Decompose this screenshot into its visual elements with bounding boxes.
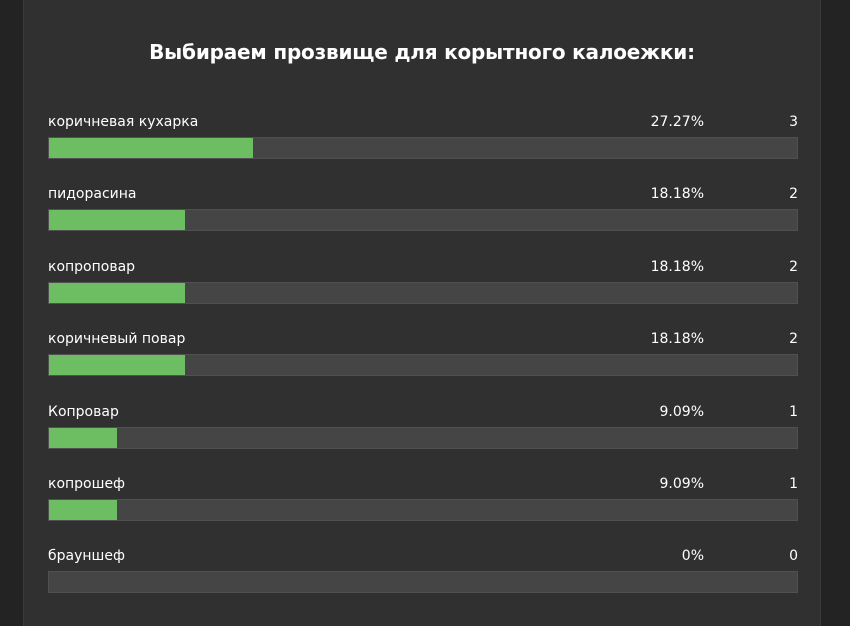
poll-option[interactable]: копроповар 18.18% 2 xyxy=(48,257,798,307)
poll-option[interactable]: коричневый повар 18.18% 2 xyxy=(48,329,798,379)
option-bar-fill xyxy=(49,138,253,158)
option-votes: 2 xyxy=(789,259,798,275)
option-label: копрошеф xyxy=(48,476,126,492)
option-votes: 1 xyxy=(789,404,798,420)
option-bar-track xyxy=(48,499,798,521)
option-percent: 18.18% xyxy=(650,186,704,202)
option-percent: 0% xyxy=(681,548,704,564)
option-label: брауншеф xyxy=(48,548,125,564)
option-percent: 27.27% xyxy=(650,114,704,130)
poll-title: Выбираем прозвище для корытного калоежки… xyxy=(149,40,695,64)
poll-panel: Выбираем прозвище для корытного калоежки… xyxy=(23,0,821,626)
option-votes: 0 xyxy=(789,548,798,564)
option-percent: 18.18% xyxy=(650,259,704,275)
poll-option[interactable]: коричневая кухарка 27.27% 3 xyxy=(48,112,798,162)
option-bar-fill xyxy=(49,355,185,375)
option-votes: 3 xyxy=(789,114,798,130)
poll-option[interactable]: брауншеф 0% 0 xyxy=(48,546,798,596)
option-label: Копровар xyxy=(48,404,119,420)
option-votes: 1 xyxy=(789,476,798,492)
option-bar-track xyxy=(48,137,798,159)
option-bar-fill xyxy=(49,283,185,303)
option-label: коричневый повар xyxy=(48,331,186,347)
option-percent: 9.09% xyxy=(659,476,704,492)
option-bar-fill xyxy=(49,500,117,520)
poll-option[interactable]: пидорасина 18.18% 2 xyxy=(48,184,798,234)
option-bar-fill xyxy=(49,210,185,230)
option-bar-track xyxy=(48,571,798,593)
option-votes: 2 xyxy=(789,186,798,202)
option-bar-track xyxy=(48,282,798,304)
option-label: копроповар xyxy=(48,259,136,275)
option-label: коричневая кухарка xyxy=(48,114,199,130)
option-percent: 9.09% xyxy=(659,404,704,420)
option-label: пидорасина xyxy=(48,186,137,202)
option-votes: 2 xyxy=(789,331,798,347)
poll-option[interactable]: Копровар 9.09% 1 xyxy=(48,402,798,452)
option-bar-track xyxy=(48,427,798,449)
option-bar-track xyxy=(48,354,798,376)
option-bar-track xyxy=(48,209,798,231)
poll-option[interactable]: копрошеф 9.09% 1 xyxy=(48,474,798,524)
option-bar-fill xyxy=(49,428,117,448)
option-percent: 18.18% xyxy=(650,331,704,347)
